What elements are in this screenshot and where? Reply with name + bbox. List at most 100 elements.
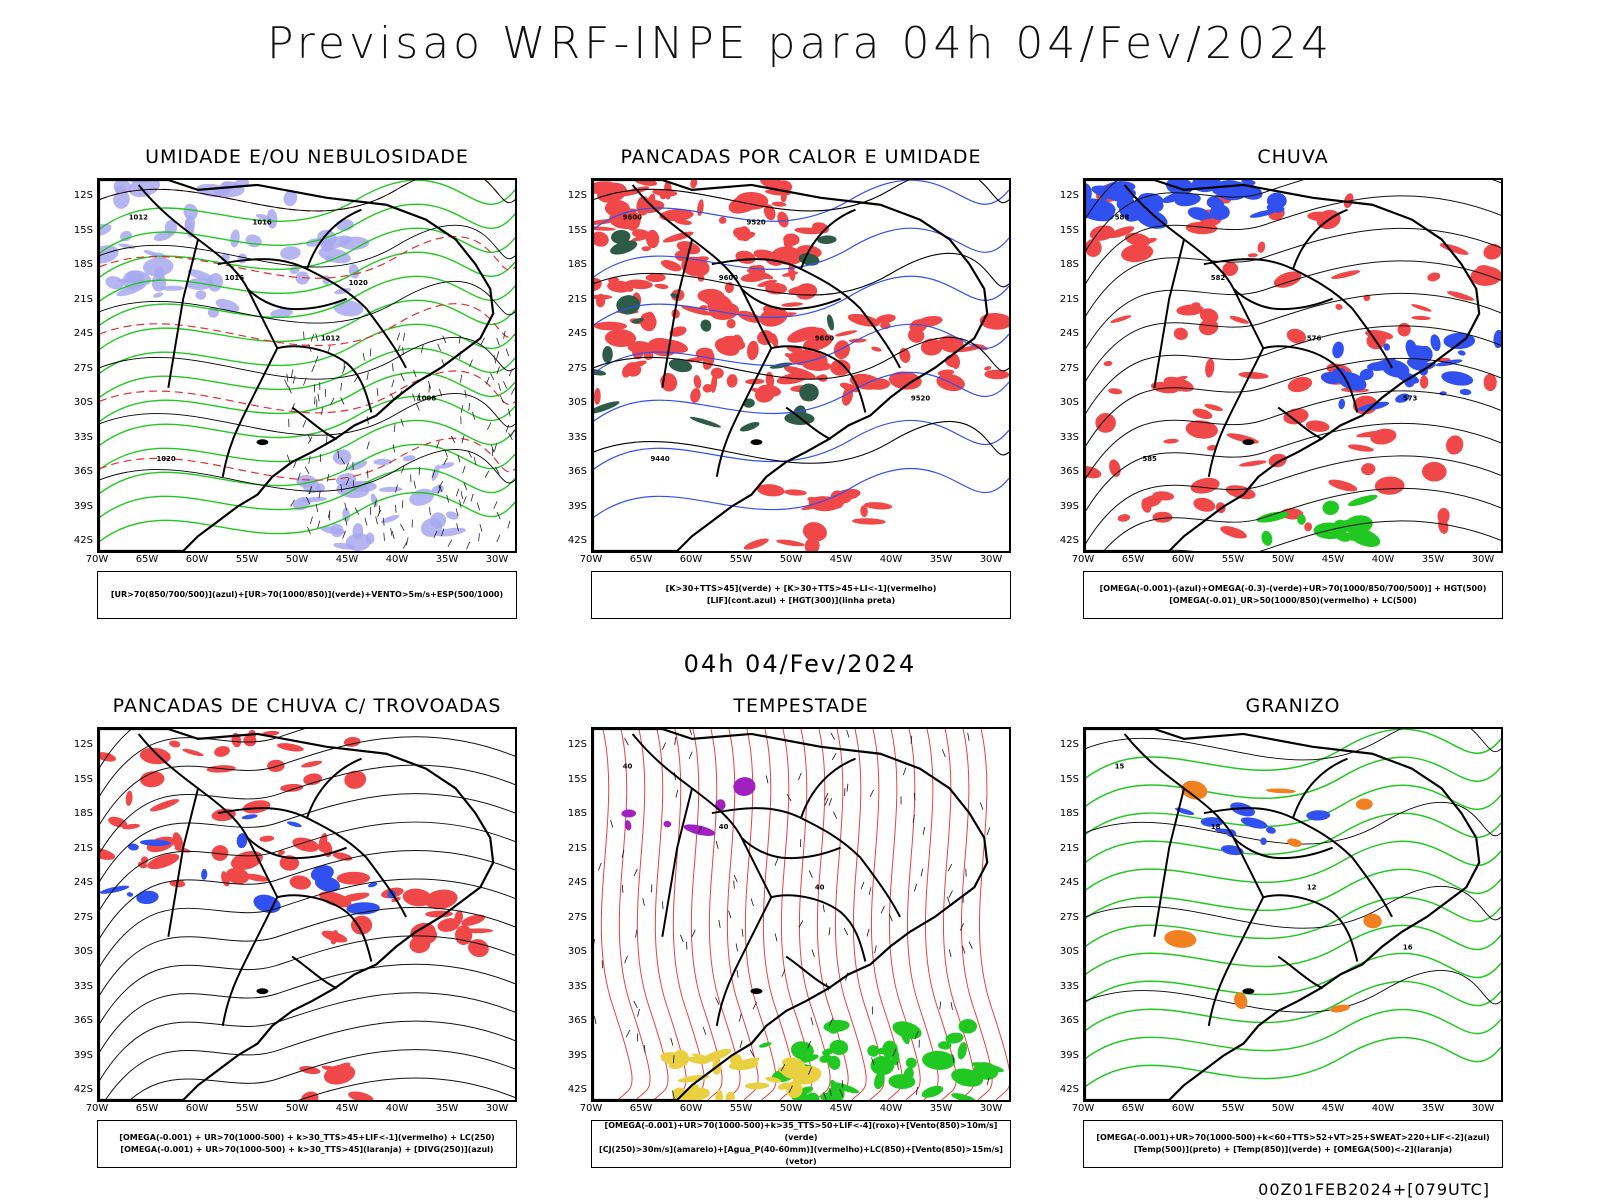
lon-tick-label: 65W [629, 1103, 653, 1114]
lon-tick-label: 30W [979, 554, 1003, 565]
forecast-map: 15 18 12 16 [1083, 727, 1503, 1102]
contour-label: 40 [719, 823, 729, 831]
legend-line: [OMEGA(-0.001)+UR>70(1000-500)+k<60+TTS>… [1096, 1133, 1490, 1142]
lon-tick-label: 60W [185, 1103, 209, 1114]
lat-tick-label: 36S [567, 1015, 587, 1026]
lat-tick-label: 30S [73, 397, 93, 408]
lat-tick-label: 42S [73, 535, 93, 546]
legend-line: [OMEGA(-0.001)-(azul)+OMEGA(-0.3)-(verde… [1099, 584, 1487, 593]
contour-label: 1012 [321, 334, 340, 342]
lon-tick-label: 30W [1471, 554, 1495, 565]
panel-title: PANCADAS POR CALOR E UMIDADE [620, 146, 982, 168]
lat-tick-label: 21S [1059, 293, 1079, 305]
lon-tick-label: 45W [829, 554, 853, 565]
lat-tick-label: 12S [1059, 739, 1079, 750]
lat-tick-label: 30S [1059, 946, 1079, 957]
legend-line: [CJ(250)>30m/s](amarelo)+[Agua_P(40-60mm… [599, 1145, 1003, 1166]
lat-tick-label: 36S [73, 466, 93, 477]
lat-tick-label: 36S [73, 1015, 93, 1026]
legend-line: [Temp(500)](preto) + [Temp(850)](verde) … [1133, 1145, 1453, 1154]
lon-tick-label: 65W [1121, 554, 1145, 565]
lat-tick-label: 36S [1059, 466, 1079, 477]
lat-tick-label: 21S [567, 842, 587, 854]
lat-tick-label: 18S [1059, 808, 1079, 819]
lon-tick-label: 55W [235, 1103, 259, 1114]
lon-tick-label: 65W [135, 554, 159, 565]
contour-label: 1012 [129, 214, 148, 222]
lat-tick-label: 30S [567, 397, 587, 408]
lon-tick-label: 55W [235, 554, 259, 565]
lon-tick-label: 55W [729, 554, 753, 565]
panel-legend: [K>30+TTS>45](verde) + [K>30+TTS>45+LI<-… [591, 571, 1011, 619]
forecast-map [97, 727, 517, 1102]
lon-tick-label: 30W [979, 1103, 1003, 1114]
contour-label: 1008 [417, 395, 436, 403]
contour-label: 1020 [156, 455, 175, 463]
lat-tick-label: 30S [1059, 397, 1079, 408]
lon-tick-label: 45W [1321, 554, 1345, 565]
legend-line: [K>30+TTS>45](verde) + [K>30+TTS>45+LI<-… [665, 584, 937, 593]
valid-time-label: 04h 04/Fev/2024 [683, 650, 917, 678]
lat-tick-label: 33S [567, 980, 587, 992]
lon-tick-label: 50W [779, 1103, 803, 1114]
contour-label: 12 [1307, 883, 1317, 891]
lat-tick-label: 36S [567, 466, 587, 477]
contour-label: 9600 [719, 274, 738, 282]
lat-tick-label: 30S [567, 946, 587, 957]
lat-tick-label: 21S [73, 293, 93, 305]
contour-label: 1016 [253, 219, 272, 227]
lon-tick-label: 40W [1371, 1103, 1395, 1114]
contour-label: 9440 [650, 455, 669, 463]
lon-tick-label: 40W [385, 1103, 409, 1114]
contour-label: 9600 [623, 214, 642, 222]
main-title: Previsao WRF-INPE para 04h 04/Fev/2024 [267, 18, 1333, 69]
lat-tick-label: 12S [73, 190, 93, 201]
panel-title: UMIDADE E/OU NEBULOSIDADE [145, 146, 469, 168]
lat-tick-label: 27S [73, 911, 93, 923]
lat-tick-label: 21S [567, 293, 587, 305]
lon-tick-label: 45W [335, 1103, 359, 1114]
lat-tick-label: 15S [567, 773, 587, 785]
lat-tick-label: 18S [73, 259, 93, 270]
lon-tick-label: 60W [679, 1103, 703, 1114]
legend-line: [OMEGA(-0.001)+UR>70(1000-500)+k>35_TTS>… [604, 1121, 998, 1142]
lat-tick-label: 15S [73, 224, 93, 236]
panel-legend: [OMEGA(-0.001)+UR>70(1000-500)+k<60+TTS>… [1083, 1120, 1503, 1168]
forecast-map: 40 40 40 [591, 727, 1011, 1102]
lon-tick-label: 60W [1171, 1103, 1195, 1114]
lat-tick-label: 21S [1059, 842, 1079, 854]
lat-tick-label: 39S [1059, 1049, 1079, 1061]
lat-tick-label: 39S [567, 1049, 587, 1061]
legend-line: [UR>70(850/700/500)](azul)+[UR>70(1000/8… [110, 590, 504, 599]
lon-tick-label: 70W [1071, 1103, 1095, 1114]
lon-tick-label: 40W [1371, 554, 1395, 565]
lat-tick-label: 42S [1059, 1084, 1079, 1095]
lat-tick-label: 15S [1059, 224, 1079, 236]
forecast-map: 588 582 576 573 585 [1083, 178, 1503, 553]
lon-tick-label: 35W [929, 1103, 953, 1114]
lat-tick-label: 27S [567, 362, 587, 374]
lat-tick-label: 33S [567, 431, 587, 443]
lon-tick-label: 70W [1071, 554, 1095, 565]
lat-tick-label: 18S [567, 259, 587, 270]
forecast-map: 1012 1016 1012 1008 1020 1016 1020 [97, 178, 517, 553]
lat-tick-label: 27S [1059, 911, 1079, 923]
lon-tick-label: 30W [485, 1103, 509, 1114]
contour-label: 9520 [911, 395, 930, 403]
lon-tick-label: 35W [435, 1103, 459, 1114]
lat-tick-label: 27S [1059, 362, 1079, 374]
lon-tick-label: 55W [1221, 554, 1245, 565]
contour-label: 40 [623, 763, 633, 771]
lat-tick-label: 33S [73, 431, 93, 443]
panel-title: PANCADAS DE CHUVA C/ TROVOADAS [112, 695, 502, 717]
legend-line: [LIF](cont.azul) + [HGT(300)](linha pret… [706, 596, 896, 605]
lon-tick-label: 50W [285, 554, 309, 565]
lat-tick-label: 24S [567, 877, 587, 888]
lat-tick-label: 18S [567, 808, 587, 819]
lon-tick-label: 45W [1321, 1103, 1345, 1114]
contour-label: 588 [1115, 214, 1130, 222]
lon-tick-label: 30W [1471, 1103, 1495, 1114]
legend-line: [OMEGA(-0.01)_UR>50(1000/850)(vermelho) … [1169, 596, 1417, 605]
lat-tick-label: 24S [73, 877, 93, 888]
contour-label: 40 [815, 883, 825, 891]
